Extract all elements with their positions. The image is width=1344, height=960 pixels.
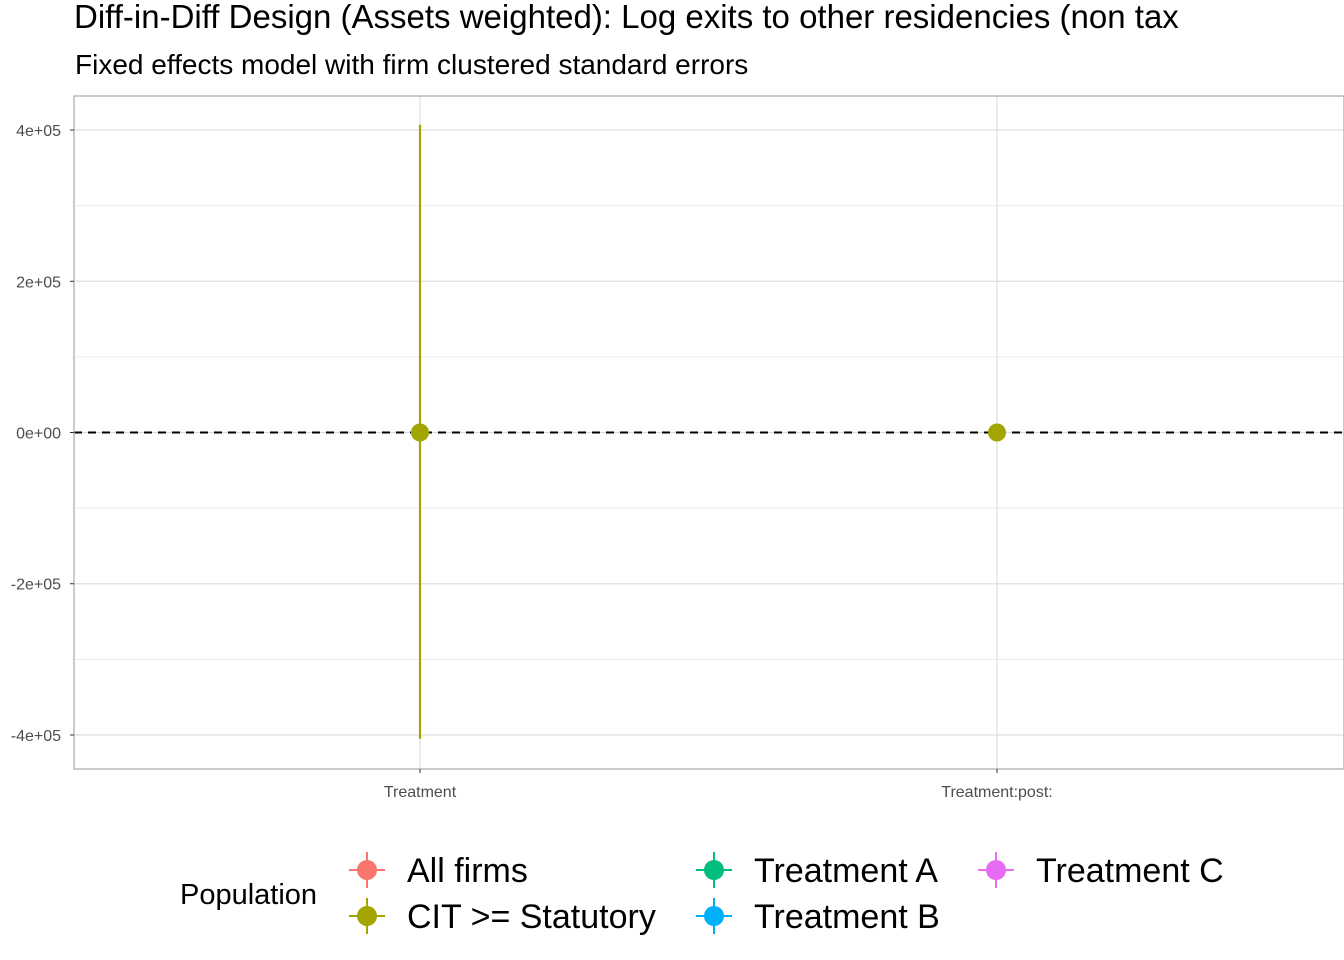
legend-key — [978, 852, 1014, 888]
legend-label: CIT >= Statutory — [407, 898, 656, 936]
y-tick-label: -2e+05 — [11, 577, 61, 594]
legend-label: Treatment C — [1036, 852, 1224, 890]
y-tick-label: -4e+05 — [11, 728, 61, 745]
legend-key — [696, 898, 732, 934]
legend-label: All firms — [407, 852, 528, 890]
x-axis: Treatment Treatment:post: — [384, 769, 1053, 801]
plot-area — [73, 95, 1344, 770]
y-tick-label: 4e+05 — [16, 123, 61, 140]
legend-key — [349, 852, 385, 888]
y-tick-label: 2e+05 — [16, 274, 61, 291]
minor-gridlines — [74, 205, 1344, 660]
x-tick-label: Treatment — [384, 784, 457, 801]
x-tick-label: Treatment:post: — [941, 784, 1052, 801]
y-tick-label: 0e+00 — [16, 426, 61, 443]
legend: Population All firms CIT >= Statutory Trea… — [180, 852, 1224, 936]
legend-title: Population — [180, 879, 317, 911]
legend-label: Treatment A — [754, 852, 938, 890]
y-axis: -4e+05 -2e+05 0e+00 2e+05 4e+05 — [11, 123, 74, 745]
chart-title: Diff-in-Diff Design (Assets weighted): L… — [74, 0, 1179, 35]
point-estimate — [988, 423, 1006, 442]
legend-key — [349, 898, 385, 934]
data-marks — [411, 124, 1006, 739]
point-estimate — [411, 423, 429, 442]
legend-key — [696, 852, 732, 888]
legend-label: Treatment B — [754, 898, 940, 936]
chart-subtitle: Fixed effects model with firm clustered … — [75, 49, 748, 80]
